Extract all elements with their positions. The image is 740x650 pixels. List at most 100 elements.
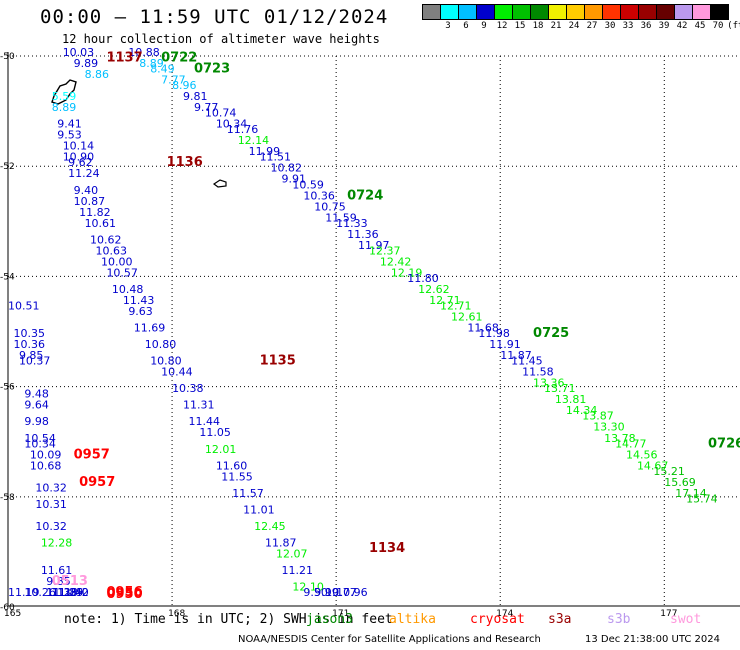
wave-height-value: 10.61 xyxy=(85,217,117,230)
axis-tick-labels: 165 168 171 174 177 -50 -52 -54 -56 -58 -60 xyxy=(0,52,677,619)
wave-height-value: 12.07 xyxy=(276,547,308,560)
wave-height-value: 12.37 xyxy=(369,244,401,257)
satellite-legend-s3b: s3b xyxy=(607,612,631,627)
generated-timestamp: 13 Dec 21:38:00 UTC 2024 xyxy=(585,634,720,645)
credit-text: NOAA/NESDIS Center for Satellite Applica… xyxy=(238,634,541,645)
wave-height-value: 11.91 xyxy=(489,338,521,351)
wave-height-value: 10.74 xyxy=(205,107,237,120)
x-tick-label: 174 xyxy=(496,609,513,619)
wave-height-value: 10.00 xyxy=(101,255,133,268)
wave-height-value: 11.29 xyxy=(52,586,84,599)
wave-height-value: 11.60 xyxy=(216,459,248,472)
wave-height-value: 17.14 xyxy=(675,487,707,500)
wave-height-value: 13.30 xyxy=(593,421,625,434)
color-scale-label: 9 xyxy=(481,21,487,31)
wave-height-value: 8.49 xyxy=(150,63,175,76)
wave-height-value: 10.37 xyxy=(19,355,51,368)
grid-lines xyxy=(8,55,740,606)
color-scale-label: 70 xyxy=(712,21,724,31)
y-tick-label: -60 xyxy=(0,603,15,613)
wave-height-value: 11.21 xyxy=(281,564,313,577)
track-time-label: 0724 xyxy=(347,188,383,203)
wave-height-value: 10.59 xyxy=(292,178,324,191)
wave-height-value: 12.10 xyxy=(292,581,324,594)
wave-height-value: 11.36 xyxy=(347,228,379,241)
wave-height-value: 10.57 xyxy=(106,266,138,279)
color-scale-label: 3 xyxy=(445,21,451,31)
wave-height-value: 11.87 xyxy=(500,349,532,362)
wave-height-value: 10.34 xyxy=(216,118,248,131)
wave-height-value: 11.98 xyxy=(478,327,510,340)
color-scale-label: 21 xyxy=(550,21,562,31)
wave-height-value: 11.85 xyxy=(52,586,84,599)
wave-height-value: 8.96 xyxy=(172,79,197,92)
wave-height-value: 10.35 xyxy=(13,327,45,340)
wave-height-value: 7.77 xyxy=(161,74,186,87)
wave-height-value: 9.81 xyxy=(183,90,208,103)
y-tick-label: -50 xyxy=(0,52,15,62)
track-time-label: 0957 xyxy=(79,475,115,490)
satellite-legend-swot: swot xyxy=(670,612,702,627)
wave-height-value: 9.53 xyxy=(57,129,82,142)
wave-height-value: 12.42 xyxy=(380,255,412,268)
track-time-label: 0726 xyxy=(708,436,740,451)
wave-height-value: 9.50 xyxy=(303,586,328,599)
wave-height-value: 10.36 xyxy=(13,338,45,351)
wave-height-value: 11.59 xyxy=(325,211,357,224)
track-time-label: 0723 xyxy=(194,62,230,77)
wave-height-value: 14.67 xyxy=(637,459,669,472)
color-scale-label: 39 xyxy=(658,21,670,31)
track-time-label: 1136 xyxy=(167,155,203,170)
color-scale-label: 42 xyxy=(676,21,688,31)
wave-height-value: 9.89 xyxy=(74,57,99,70)
wave-height-value: 11.61 xyxy=(41,564,73,577)
wave-height-value: 12.14 xyxy=(238,134,270,147)
x-tick-label: 171 xyxy=(332,609,349,619)
track-time-label: 1135 xyxy=(260,354,296,369)
land-masses xyxy=(51,79,227,188)
wave-height-value: 8.89 xyxy=(139,57,164,70)
wave-height-value: 12.28 xyxy=(41,536,73,549)
wave-height-value: 10.75 xyxy=(314,200,346,213)
wave-height-value: 11.33 xyxy=(46,586,78,599)
wave-height-value: 14.77 xyxy=(615,437,647,450)
y-tick-label: -52 xyxy=(0,162,15,172)
color-scale-label: 18 xyxy=(532,21,544,31)
wave-height-value: 10.68 xyxy=(30,459,62,472)
wave-height-value: 11.58 xyxy=(522,366,554,379)
axis-frame xyxy=(7,52,740,607)
wave-height-value: 8.89 xyxy=(52,101,77,114)
wave-height-value: 9.62 xyxy=(68,156,93,169)
color-scale-label: 30 xyxy=(604,21,616,31)
satellite-legend-s3a: s3a xyxy=(548,612,572,627)
track-time-label: 0513 xyxy=(52,574,88,589)
color-scale-label: 24 xyxy=(568,21,580,31)
wave-height-value: 10.82 xyxy=(271,162,303,175)
satellite-legend-cryosat: cryosat xyxy=(470,612,525,627)
wave-height-value: 9.77 xyxy=(194,101,219,114)
wave-height-value: 10.38 xyxy=(172,382,204,395)
wave-height-value: 9.85 xyxy=(19,349,44,362)
wave-height-value: 11.33 xyxy=(336,217,368,230)
wave-height-value: 13.78 xyxy=(604,432,636,445)
color-scale-label: 33 xyxy=(622,21,634,31)
wave-height-value: 11.45 xyxy=(511,355,543,368)
track-time-label: 0725 xyxy=(533,326,569,341)
track-time-label: 1134 xyxy=(369,541,405,556)
wave-height-value: 11.24 xyxy=(68,167,100,180)
color-scale-unit: (ft) xyxy=(727,21,740,31)
wave-height-value: 9.91 xyxy=(281,173,306,186)
wave-height-value: 10.32 xyxy=(35,520,67,533)
wave-height-value: 12.71 xyxy=(440,299,472,312)
wave-height-value: 11.40 xyxy=(57,586,89,599)
wave-height-value: 10.34 xyxy=(24,437,56,450)
wave-height-value: 10.54 xyxy=(24,432,56,445)
chart-title: 00:00 – 11:59 UTC 01/12/2024 xyxy=(40,6,389,28)
wave-height-value: 12.19 xyxy=(391,266,423,279)
wave-height-value: 10.14 xyxy=(63,140,95,153)
wave-height-value: 15.69 xyxy=(664,476,696,489)
wave-height-value: 11.43 xyxy=(123,294,155,307)
wave-height-value: 13.81 xyxy=(555,393,587,406)
wave-height-value: 9.41 xyxy=(57,118,82,131)
